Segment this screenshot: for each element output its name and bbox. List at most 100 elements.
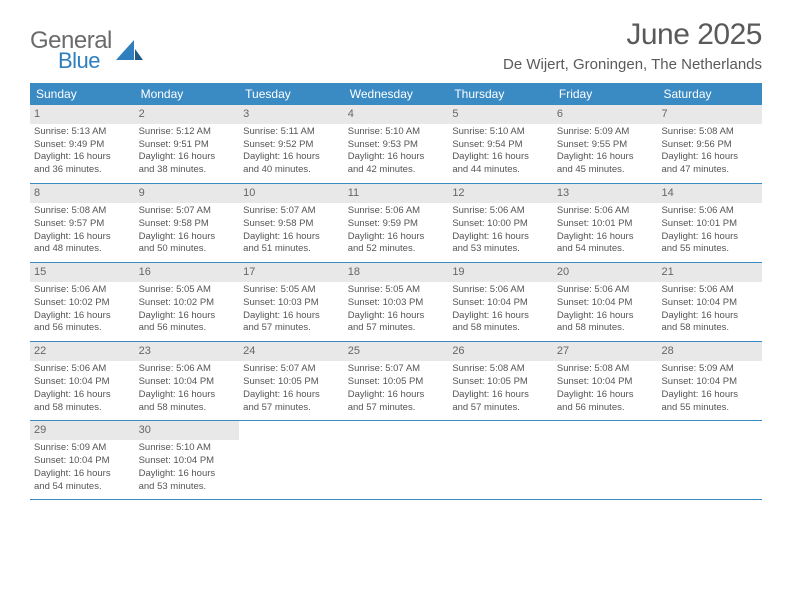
day-sunrise: Sunrise: 5:13 AM: [34, 126, 131, 139]
day-sunset: Sunset: 10:04 PM: [34, 455, 131, 468]
day-cell-empty: [239, 421, 344, 499]
day-cell-empty: [657, 421, 762, 499]
day-cell: 5Sunrise: 5:10 AMSunset: 9:54 PMDaylight…: [448, 105, 553, 183]
day-day2: and 57 minutes.: [243, 322, 340, 335]
day-day1: Daylight: 16 hours: [452, 389, 549, 402]
day-sunset: Sunset: 10:04 PM: [557, 297, 654, 310]
day-day1: Daylight: 16 hours: [661, 231, 758, 244]
day-cell: 4Sunrise: 5:10 AMSunset: 9:53 PMDaylight…: [344, 105, 449, 183]
day-sunrise: Sunrise: 5:06 AM: [348, 205, 445, 218]
day-sunset: Sunset: 10:04 PM: [661, 297, 758, 310]
day-cell: 22Sunrise: 5:06 AMSunset: 10:04 PMDaylig…: [30, 342, 135, 420]
day-day2: and 36 minutes.: [34, 164, 131, 177]
day-sunset: Sunset: 10:02 PM: [139, 297, 236, 310]
day-sunrise: Sunrise: 5:07 AM: [243, 205, 340, 218]
day-sunset: Sunset: 10:03 PM: [243, 297, 340, 310]
day-sunrise: Sunrise: 5:06 AM: [557, 284, 654, 297]
day-day2: and 55 minutes.: [661, 402, 758, 415]
day-sunset: Sunset: 9:54 PM: [452, 139, 549, 152]
day-number: 13: [553, 184, 658, 203]
week-row: 22Sunrise: 5:06 AMSunset: 10:04 PMDaylig…: [30, 342, 762, 421]
day-day2: and 56 minutes.: [34, 322, 131, 335]
day-sunrise: Sunrise: 5:08 AM: [452, 363, 549, 376]
day-number: 4: [344, 105, 449, 124]
week-row: 8Sunrise: 5:08 AMSunset: 9:57 PMDaylight…: [30, 184, 762, 263]
day-sunset: Sunset: 10:04 PM: [34, 376, 131, 389]
day-cell: 20Sunrise: 5:06 AMSunset: 10:04 PMDaylig…: [553, 263, 658, 341]
day-sunrise: Sunrise: 5:09 AM: [34, 442, 131, 455]
day-day2: and 40 minutes.: [243, 164, 340, 177]
day-sunrise: Sunrise: 5:07 AM: [243, 363, 340, 376]
day-sunrise: Sunrise: 5:06 AM: [34, 284, 131, 297]
day-sunset: Sunset: 9:51 PM: [139, 139, 236, 152]
day-day1: Daylight: 16 hours: [452, 310, 549, 323]
day-sunrise: Sunrise: 5:08 AM: [661, 126, 758, 139]
day-day1: Daylight: 16 hours: [557, 389, 654, 402]
day-day2: and 58 minutes.: [557, 322, 654, 335]
day-day2: and 57 minutes.: [348, 402, 445, 415]
day-sunrise: Sunrise: 5:08 AM: [34, 205, 131, 218]
day-cell-empty: [448, 421, 553, 499]
day-day2: and 58 minutes.: [452, 322, 549, 335]
day-cell: 19Sunrise: 5:06 AMSunset: 10:04 PMDaylig…: [448, 263, 553, 341]
day-sunrise: Sunrise: 5:05 AM: [139, 284, 236, 297]
day-sunrise: Sunrise: 5:07 AM: [348, 363, 445, 376]
day-sunset: Sunset: 10:05 PM: [452, 376, 549, 389]
day-cell: 14Sunrise: 5:06 AMSunset: 10:01 PMDaylig…: [657, 184, 762, 262]
logo-text: General Blue: [30, 28, 112, 72]
day-day2: and 56 minutes.: [557, 402, 654, 415]
day-number: 28: [657, 342, 762, 361]
day-number: 12: [448, 184, 553, 203]
weeks-container: 1Sunrise: 5:13 AMSunset: 9:49 PMDaylight…: [30, 105, 762, 500]
day-sunset: Sunset: 10:01 PM: [557, 218, 654, 231]
day-cell: 8Sunrise: 5:08 AMSunset: 9:57 PMDaylight…: [30, 184, 135, 262]
day-number: 21: [657, 263, 762, 282]
day-number: 17: [239, 263, 344, 282]
weekday-header: Saturday: [657, 83, 762, 105]
day-sunrise: Sunrise: 5:06 AM: [34, 363, 131, 376]
day-number: 5: [448, 105, 553, 124]
day-day2: and 56 minutes.: [139, 322, 236, 335]
header: General Blue June 2025 De Wijert, Gronin…: [0, 0, 792, 83]
title-group: June 2025 De Wijert, Groningen, The Neth…: [503, 18, 762, 73]
day-cell: 12Sunrise: 5:06 AMSunset: 10:00 PMDaylig…: [448, 184, 553, 262]
day-cell: 18Sunrise: 5:05 AMSunset: 10:03 PMDaylig…: [344, 263, 449, 341]
day-day1: Daylight: 16 hours: [243, 151, 340, 164]
weekday-header: Thursday: [448, 83, 553, 105]
day-day1: Daylight: 16 hours: [452, 231, 549, 244]
day-day2: and 42 minutes.: [348, 164, 445, 177]
day-day1: Daylight: 16 hours: [661, 310, 758, 323]
day-day1: Daylight: 16 hours: [557, 310, 654, 323]
day-day1: Daylight: 16 hours: [452, 151, 549, 164]
day-number: 7: [657, 105, 762, 124]
location: De Wijert, Groningen, The Netherlands: [503, 56, 762, 73]
day-sunset: Sunset: 9:49 PM: [34, 139, 131, 152]
day-day1: Daylight: 16 hours: [139, 151, 236, 164]
day-day2: and 58 minutes.: [34, 402, 131, 415]
day-sunset: Sunset: 9:59 PM: [348, 218, 445, 231]
day-day1: Daylight: 16 hours: [243, 231, 340, 244]
day-cell: 15Sunrise: 5:06 AMSunset: 10:02 PMDaylig…: [30, 263, 135, 341]
day-sunrise: Sunrise: 5:06 AM: [452, 284, 549, 297]
day-day2: and 58 minutes.: [661, 322, 758, 335]
day-number: 24: [239, 342, 344, 361]
day-day2: and 53 minutes.: [139, 481, 236, 494]
day-number: 10: [239, 184, 344, 203]
day-sunrise: Sunrise: 5:07 AM: [139, 205, 236, 218]
day-sunset: Sunset: 10:04 PM: [139, 455, 236, 468]
day-sunrise: Sunrise: 5:06 AM: [139, 363, 236, 376]
day-sunset: Sunset: 9:52 PM: [243, 139, 340, 152]
day-day1: Daylight: 16 hours: [34, 151, 131, 164]
weekday-header-row: Sunday Monday Tuesday Wednesday Thursday…: [30, 83, 762, 105]
day-day1: Daylight: 16 hours: [139, 389, 236, 402]
day-sunrise: Sunrise: 5:10 AM: [139, 442, 236, 455]
day-cell: 7Sunrise: 5:08 AMSunset: 9:56 PMDaylight…: [657, 105, 762, 183]
day-cell: 11Sunrise: 5:06 AMSunset: 9:59 PMDayligh…: [344, 184, 449, 262]
day-number: 23: [135, 342, 240, 361]
day-sunset: Sunset: 9:58 PM: [243, 218, 340, 231]
weekday-header: Sunday: [30, 83, 135, 105]
day-number: 29: [30, 421, 135, 440]
day-sunrise: Sunrise: 5:09 AM: [661, 363, 758, 376]
day-day1: Daylight: 16 hours: [348, 151, 445, 164]
day-day1: Daylight: 16 hours: [661, 389, 758, 402]
